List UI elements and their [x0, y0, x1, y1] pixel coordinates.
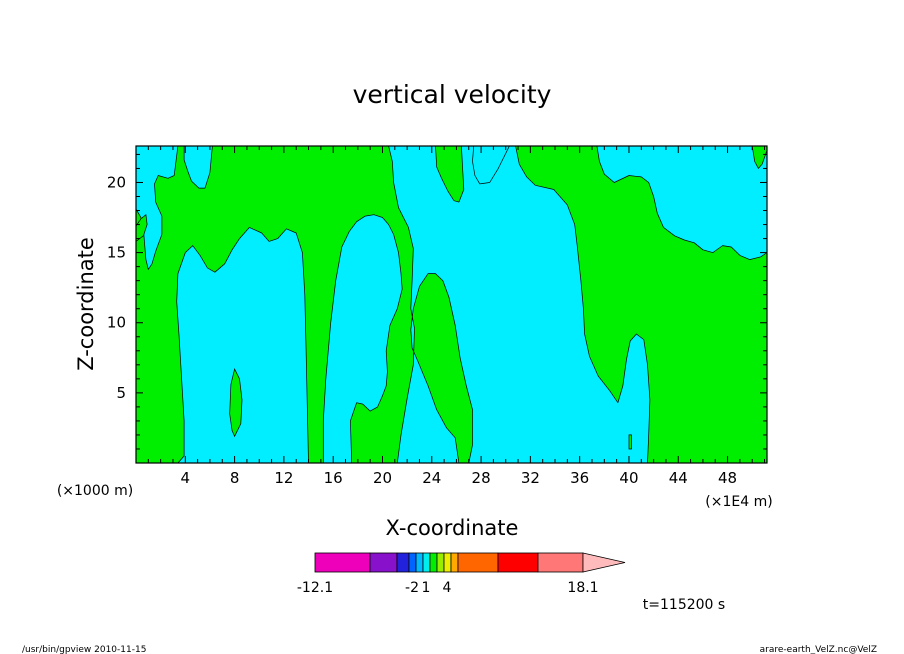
contour-region-negative	[472, 145, 510, 185]
colorbar-label: 18.1	[567, 580, 598, 596]
footer-right: arare-earth_VelZ.nc@VelZ	[760, 645, 877, 654]
y-axis-label: Z-coordinate	[74, 237, 98, 371]
x-unit-left: (×1000 m)	[57, 483, 133, 499]
plot-frame	[135, 145, 768, 464]
x-tick-label: 16	[324, 469, 343, 487]
colorbar-swatch	[436, 552, 445, 573]
x-axis-label: X-coordinate	[386, 516, 519, 540]
x-tick-label: 20	[373, 469, 392, 487]
colorbar-swatch	[415, 552, 424, 573]
contour-region-negative	[596, 145, 768, 260]
colorbar-swatch	[369, 552, 398, 573]
x-tick-label: 12	[274, 469, 293, 487]
x-tick-label: 36	[570, 469, 589, 487]
contour-region-negative	[135, 145, 179, 270]
colorbar-swatch	[422, 552, 431, 573]
colorbar-swatch	[457, 552, 499, 573]
colorbar-label: 4	[443, 580, 452, 596]
time-label: t=115200 s	[643, 597, 725, 613]
x-tick-label: 24	[422, 469, 441, 487]
colorbar-label: -2	[405, 580, 419, 596]
colorbar-swatch	[396, 552, 410, 573]
colorbar-label: 1	[422, 580, 431, 596]
y-tick-label: 5	[116, 384, 126, 402]
colorbar-swatch	[314, 552, 371, 573]
colorbar-swatch	[537, 552, 584, 573]
y-tick-label: 10	[107, 314, 126, 332]
x-tick-label: 32	[521, 469, 540, 487]
colorbar-label: -12.1	[297, 580, 333, 596]
contour-island-positive	[628, 434, 632, 450]
contour-region-negative	[176, 227, 309, 464]
colorbar-swatch	[429, 552, 438, 573]
y-tick-label: 15	[107, 244, 126, 262]
chart-title: vertical velocity	[353, 80, 552, 109]
contour-island-positive	[229, 367, 243, 438]
colorbar-swatch	[408, 552, 417, 573]
x-tick-label: 28	[472, 469, 491, 487]
colorbar-swatch	[443, 552, 452, 573]
colorbar-swatch	[450, 552, 459, 573]
plot-area	[135, 145, 768, 464]
contour-region-negative	[183, 145, 213, 189]
x-tick-label: 44	[669, 469, 688, 487]
x-tick-label: 8	[230, 469, 240, 487]
x-tick-label: 48	[718, 469, 737, 487]
colorbar-swatch	[497, 552, 539, 573]
footer-left: /usr/bin/gpview 2010-11-15	[22, 645, 146, 654]
x-unit-right: (×1E4 m)	[705, 494, 772, 510]
x-tick-label: 40	[619, 469, 638, 487]
colorbar: -12.1 -2 1 4 18.1	[297, 552, 626, 596]
colorbar-arrow	[582, 552, 626, 573]
contour-region-negative	[322, 214, 403, 464]
y-tick-label: 20	[107, 173, 126, 191]
x-tick-label: 4	[181, 469, 191, 487]
